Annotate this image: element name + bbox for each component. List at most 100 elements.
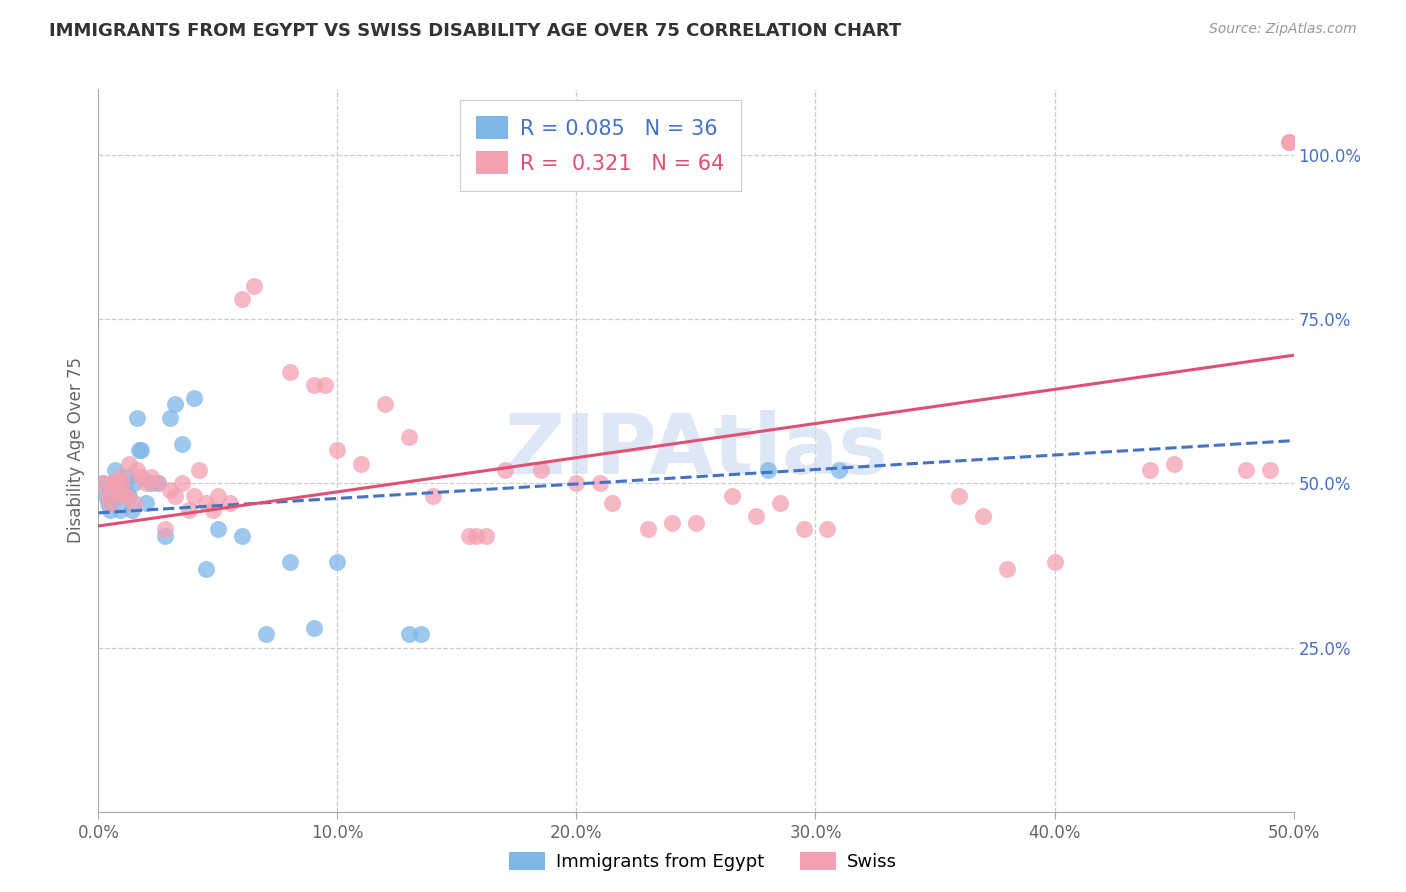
Point	[159, 410, 181, 425]
Point	[111, 476, 134, 491]
Point	[302, 377, 325, 392]
Point	[793, 522, 815, 536]
Point	[589, 476, 612, 491]
Point	[135, 476, 157, 491]
Point	[411, 627, 433, 641]
Point	[159, 483, 181, 497]
Point	[118, 490, 141, 504]
Point	[115, 490, 138, 504]
Point	[148, 476, 170, 491]
Point	[155, 529, 177, 543]
Point	[155, 522, 177, 536]
Point	[183, 490, 205, 504]
Point	[565, 476, 588, 491]
Point	[104, 463, 127, 477]
Point	[685, 516, 707, 530]
Point	[115, 469, 138, 483]
Point	[187, 463, 209, 477]
Point	[1278, 135, 1301, 149]
Point	[768, 496, 790, 510]
Point	[172, 437, 194, 451]
Point	[104, 476, 127, 491]
Point	[94, 490, 117, 504]
Point	[124, 496, 146, 510]
Point	[131, 469, 153, 483]
Point	[1139, 463, 1161, 477]
Point	[207, 490, 229, 504]
Point	[422, 490, 444, 504]
Point	[602, 496, 624, 510]
Point	[458, 529, 481, 543]
Point	[128, 443, 150, 458]
Point	[530, 463, 553, 477]
Point	[195, 562, 218, 576]
Point	[114, 483, 136, 497]
Point	[121, 502, 143, 516]
Point	[98, 502, 122, 516]
Point	[114, 490, 136, 504]
Point	[97, 490, 120, 504]
Text: ZIPAtlas: ZIPAtlas	[503, 410, 889, 491]
Point	[108, 469, 131, 483]
Point	[745, 509, 768, 524]
Point	[183, 391, 205, 405]
Point	[125, 410, 148, 425]
Point	[98, 496, 122, 510]
Point	[163, 397, 186, 411]
Point	[124, 476, 146, 491]
Point	[465, 529, 488, 543]
Point	[91, 476, 114, 491]
Point	[231, 529, 253, 543]
Point	[494, 463, 516, 477]
Point	[398, 627, 420, 641]
Point	[135, 496, 157, 510]
Text: Source: ZipAtlas.com: Source: ZipAtlas.com	[1209, 22, 1357, 37]
Point	[139, 469, 162, 483]
Point	[326, 443, 349, 458]
Point	[995, 562, 1018, 576]
Point	[326, 555, 349, 569]
Legend: R = 0.085   N = 36, R =  0.321   N = 64: R = 0.085 N = 36, R = 0.321 N = 64	[460, 100, 741, 191]
Point	[350, 457, 373, 471]
Legend: Immigrants from Egypt, Swiss: Immigrants from Egypt, Swiss	[502, 845, 904, 879]
Point	[125, 463, 148, 477]
Point	[1258, 463, 1281, 477]
Point	[219, 496, 242, 510]
Point	[101, 476, 124, 491]
Point	[474, 529, 496, 543]
Point	[111, 476, 134, 491]
Point	[315, 377, 337, 392]
Point	[948, 490, 970, 504]
Point	[1163, 457, 1185, 471]
Point	[815, 522, 838, 536]
Point	[1234, 463, 1257, 477]
Point	[231, 293, 253, 307]
Point	[278, 365, 301, 379]
Point	[1278, 135, 1301, 149]
Point	[195, 496, 218, 510]
Point	[254, 627, 277, 641]
Point	[302, 621, 325, 635]
Point	[721, 490, 744, 504]
Point	[91, 476, 114, 491]
Point	[243, 279, 266, 293]
Point	[756, 463, 779, 477]
Point	[101, 476, 124, 491]
Point	[207, 522, 229, 536]
Point	[637, 522, 659, 536]
Point	[108, 502, 131, 516]
Point	[139, 476, 162, 491]
Point	[148, 476, 170, 491]
Point	[163, 490, 186, 504]
Point	[278, 555, 301, 569]
Point	[107, 483, 129, 497]
Point	[202, 502, 225, 516]
Text: IMMIGRANTS FROM EGYPT VS SWISS DISABILITY AGE OVER 75 CORRELATION CHART: IMMIGRANTS FROM EGYPT VS SWISS DISABILIT…	[49, 22, 901, 40]
Point	[661, 516, 683, 530]
Point	[398, 430, 420, 444]
Point	[374, 397, 396, 411]
Point	[97, 496, 120, 510]
Point	[107, 490, 129, 504]
Point	[972, 509, 994, 524]
Point	[131, 443, 153, 458]
